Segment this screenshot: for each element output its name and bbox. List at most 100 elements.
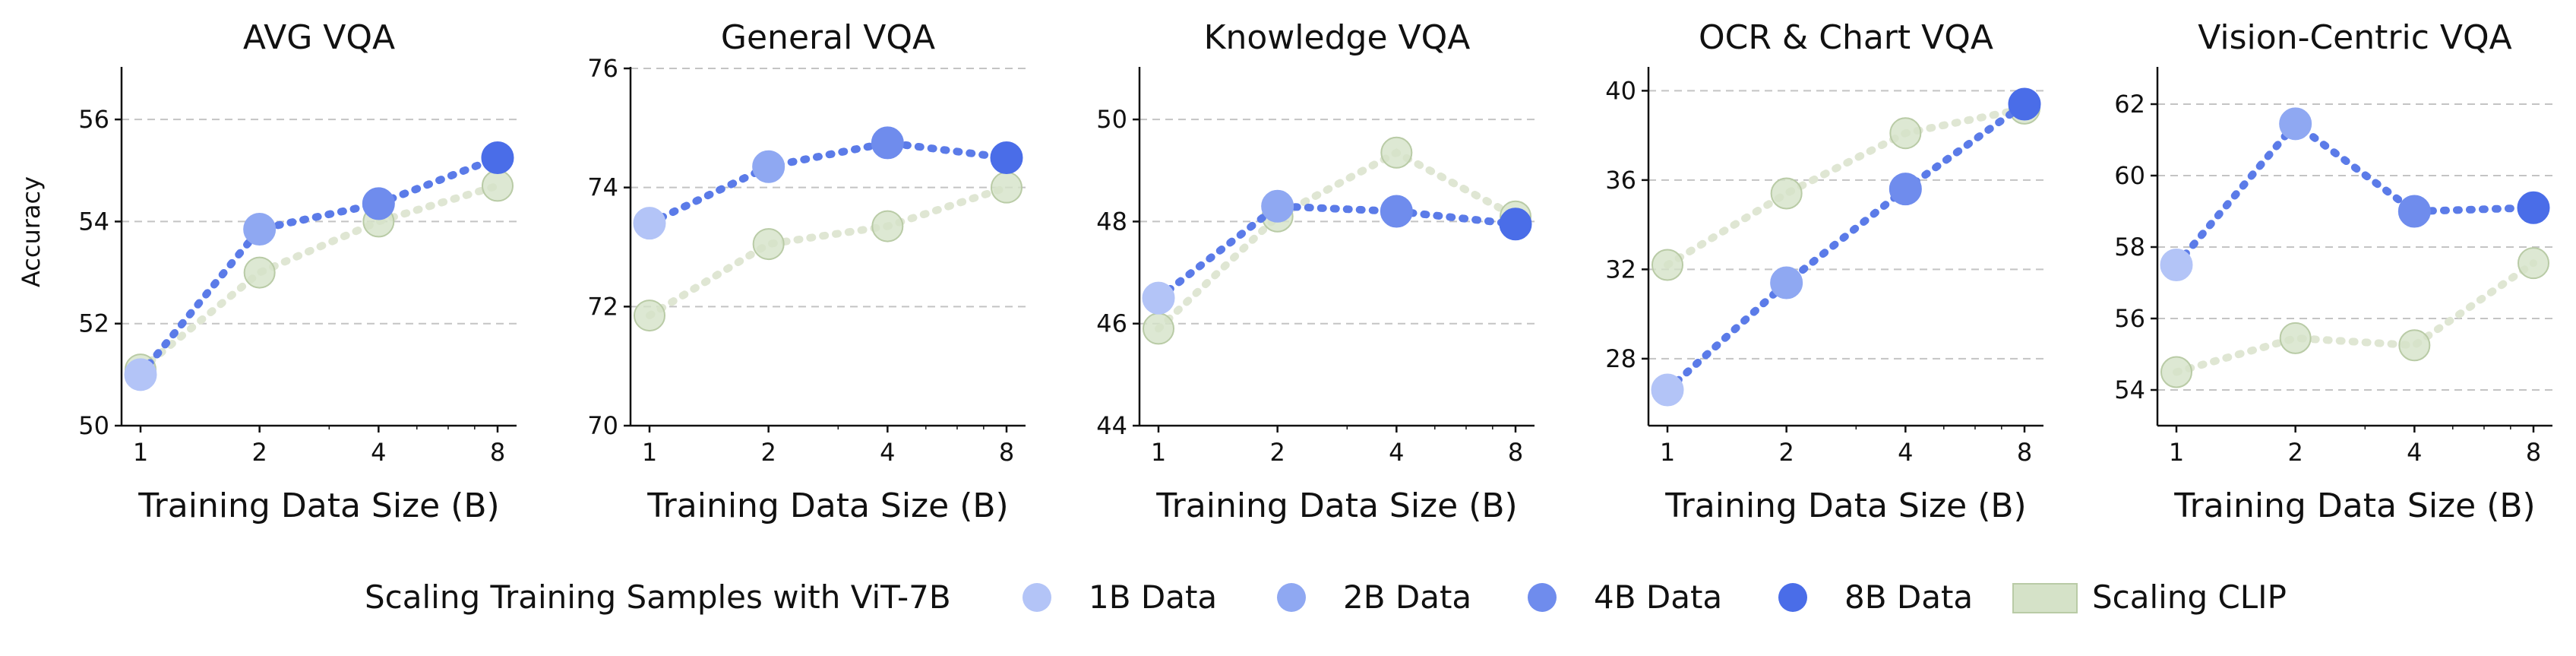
data-point-scaling-clip xyxy=(2398,329,2431,362)
data-point-scaling-clip xyxy=(1380,136,1413,169)
x-tick-label: 1 xyxy=(2169,438,2184,467)
data-point-vit xyxy=(1261,189,1294,223)
data-point-vit xyxy=(1889,173,1922,206)
data-point-scaling-clip xyxy=(2160,356,2192,388)
y-tick-label: 50 xyxy=(78,411,109,440)
data-point-scaling-clip xyxy=(1651,249,1683,281)
panel-4: 28 32 36 40 1 2 4 8 OCR & Chart VQA Training Data… xyxy=(1605,18,2043,525)
data-point-vit xyxy=(1380,195,1413,228)
data-point-scaling-clip xyxy=(1770,177,1803,210)
panel-title: OCR & Chart VQA xyxy=(1699,18,1993,57)
series-line-vit xyxy=(646,138,1010,227)
y-tick-label: 74 xyxy=(587,173,618,202)
series-line-vit xyxy=(2173,119,2537,269)
legend-item: 2B Data xyxy=(1277,578,1471,616)
data-point-scaling-clip xyxy=(2518,247,2549,280)
panel-5: 54 56 58 60 62 1 2 4 8 Vision-Centric VQA Training… xyxy=(2114,18,2552,525)
legend-marker xyxy=(1277,583,1306,612)
legend-label: Scaling CLIP xyxy=(2092,578,2287,616)
data-point-scaling-clip xyxy=(2279,322,2312,354)
series-line-scaling-clip xyxy=(2173,259,2537,376)
x-tick-label: 4 xyxy=(2407,438,2422,467)
y-tick-label: 56 xyxy=(2114,304,2145,333)
data-point-vit xyxy=(2397,195,2431,228)
series-line-vit xyxy=(1664,100,2028,394)
x-axis-label: Training Data Size (B) xyxy=(1664,486,2026,525)
data-point-scaling-clip xyxy=(482,170,514,202)
x-tick-label: 2 xyxy=(2287,438,2303,467)
legend-title: Scaling Training Samples with ViT-7B xyxy=(365,578,951,616)
x-tick-label: 8 xyxy=(2526,438,2541,467)
legend-marker xyxy=(1022,583,1051,612)
data-point-vit xyxy=(481,141,514,174)
x-tick-label: 1 xyxy=(133,438,148,467)
legend-item: 8B Data xyxy=(1778,578,1973,616)
y-tick-label: 50 xyxy=(1096,105,1127,134)
y-tick-label: 72 xyxy=(587,292,618,321)
x-tick-label: 4 xyxy=(1389,438,1404,467)
y-tick-label: 52 xyxy=(78,309,109,338)
x-tick-label: 8 xyxy=(999,438,1014,467)
series-line-vit xyxy=(1155,202,1519,303)
data-point-scaling-clip xyxy=(1889,117,1922,150)
x-axis-label: Training Data Size (B) xyxy=(137,486,499,525)
data-point-vit xyxy=(2517,191,2550,224)
data-point-vit xyxy=(2008,87,2041,121)
x-tick-label: 4 xyxy=(1898,438,1913,467)
panel-1: 50 52 54 56 1 2 4 8 AVG VQA Training Data Size (B… xyxy=(17,18,517,525)
data-point-vit xyxy=(124,358,157,391)
legend-marker xyxy=(1528,583,1557,612)
legend-patch xyxy=(2012,583,2078,613)
y-tick-label: 60 xyxy=(2114,161,2145,190)
data-point-vit xyxy=(1651,373,1684,407)
legend-marker xyxy=(1778,583,1807,612)
series-line-vit xyxy=(137,154,501,379)
panel-title: AVG VQA xyxy=(243,18,395,57)
data-point-scaling-clip xyxy=(1143,312,1174,345)
data-point-scaling-clip xyxy=(991,171,1022,204)
series-line-scaling-clip xyxy=(1664,104,2028,269)
y-tick-label: 32 xyxy=(1605,255,1636,284)
data-point-vit xyxy=(752,150,785,183)
data-point-vit xyxy=(1142,281,1175,315)
x-tick-label: 1 xyxy=(1151,438,1166,467)
series-line-scaling-clip xyxy=(646,183,1010,320)
data-point-vit xyxy=(2279,107,2312,141)
legend-item: 4B Data xyxy=(1528,578,1722,616)
x-tick-label: 8 xyxy=(1508,438,1523,467)
data-point-vit xyxy=(871,126,904,160)
y-tick-label: 56 xyxy=(78,105,109,134)
x-tick-label: 1 xyxy=(642,438,657,467)
data-point-scaling-clip xyxy=(634,299,665,332)
x-tick-label: 4 xyxy=(371,438,386,467)
x-tick-label: 2 xyxy=(760,438,776,467)
y-tick-label: 40 xyxy=(1605,76,1636,105)
y-tick-label: 28 xyxy=(1605,344,1636,373)
y-tick-label: 44 xyxy=(1096,411,1127,440)
legend-item: 1B Data xyxy=(1022,578,1217,616)
series-line-scaling-clip xyxy=(137,182,501,374)
data-point-vit xyxy=(990,141,1023,174)
series-line-scaling-clip xyxy=(1155,148,1519,333)
x-tick-label: 2 xyxy=(1778,438,1794,467)
data-point-scaling-clip xyxy=(871,210,904,242)
x-tick-label: 4 xyxy=(880,438,895,467)
data-point-scaling-clip xyxy=(243,256,276,289)
legend-label: 8B Data xyxy=(1844,578,1973,616)
x-tick-label: 1 xyxy=(1660,438,1675,467)
x-axis-label: Training Data Size (B) xyxy=(1155,486,1517,525)
x-tick-label: 8 xyxy=(2017,438,2032,467)
y-tick-label: 46 xyxy=(1096,309,1127,338)
data-point-scaling-clip xyxy=(752,228,785,261)
data-point-vit xyxy=(1770,266,1803,299)
y-tick-label: 70 xyxy=(587,411,618,440)
x-tick-label: 2 xyxy=(1269,438,1285,467)
y-tick-label: 48 xyxy=(1096,207,1127,236)
y-tick-label: 54 xyxy=(2114,376,2145,404)
legend-label: 4B Data xyxy=(1594,578,1722,616)
legend: Scaling Training Samples with ViT-7B 1B … xyxy=(365,578,2287,616)
panel-2: 70 72 74 76 1 2 4 8 General VQA Training Data Siz… xyxy=(587,18,1026,525)
data-point-vit xyxy=(362,187,395,220)
